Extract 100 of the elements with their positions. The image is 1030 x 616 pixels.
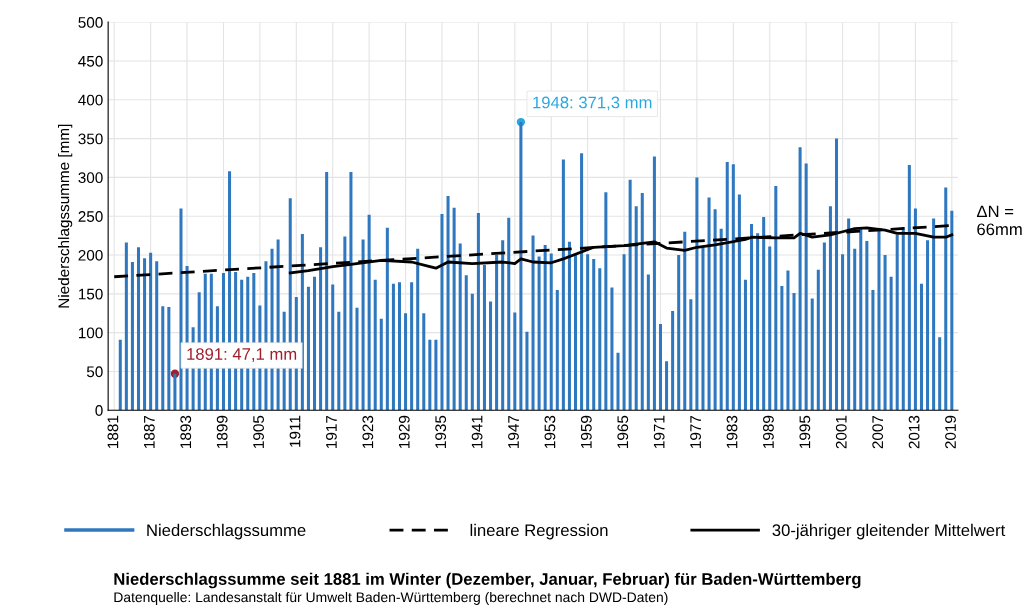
bar: [938, 337, 942, 411]
bar: [689, 299, 693, 411]
bar: [161, 306, 165, 411]
x-tick-label: 1953: [544, 415, 556, 448]
x-tick-label: 1977: [690, 415, 702, 448]
bar: [774, 185, 778, 411]
bar: [525, 331, 529, 411]
bar: [501, 240, 505, 411]
x-tick-label: 1911: [289, 415, 301, 447]
bar: [124, 242, 128, 411]
x-tick-label: 1971: [653, 415, 665, 448]
bar: [658, 324, 662, 411]
bar: [404, 313, 408, 411]
y-tick-label: 50: [86, 366, 103, 378]
bar: [319, 247, 323, 411]
x-tick-label: 2007: [872, 415, 884, 449]
bar: [895, 234, 899, 411]
bar: [331, 284, 335, 411]
bar: [513, 312, 517, 411]
bar: [944, 187, 948, 411]
bar: [646, 274, 650, 411]
bar: [677, 255, 681, 411]
bar: [434, 339, 438, 411]
bar: [834, 138, 839, 411]
x-tick-label: 1887: [143, 415, 155, 448]
bar: [616, 352, 620, 411]
bar: [841, 254, 845, 411]
bar: [865, 241, 869, 411]
bar: [762, 216, 766, 411]
bar: [859, 227, 863, 411]
bar: [355, 307, 359, 411]
bar: [543, 244, 547, 411]
bar: [792, 293, 796, 411]
bar: [913, 208, 917, 411]
annotation: 1948: 371,3 mm: [533, 96, 652, 111]
bar: [149, 252, 153, 411]
x-tick-label: 1965: [617, 415, 629, 448]
bar: [798, 147, 802, 411]
y-axis-title: Niederschlagssumme [mm]: [58, 124, 73, 308]
y-tick-label: 500: [78, 17, 103, 28]
x-tick-label: 1935: [435, 415, 447, 448]
x-tick-label: 1893: [180, 415, 192, 448]
bar: [828, 206, 832, 411]
bar: [306, 286, 310, 411]
bar: [476, 213, 480, 411]
text: Niederschlagssumme seit 1881 im Winter (Dezember, Januar, Februar) für Baden-Württemberg: [114, 572, 861, 589]
bar: [634, 206, 638, 411]
bar: [337, 311, 341, 411]
bar: [932, 218, 936, 411]
bar: [167, 307, 171, 411]
bar: [816, 269, 820, 411]
bar: [173, 373, 177, 411]
bar: [622, 254, 626, 411]
x-tick-label: 1995: [799, 415, 811, 448]
x-tick-label: 2019: [945, 415, 956, 449]
bar: [155, 261, 159, 411]
bar: [507, 217, 511, 411]
bar: [919, 283, 923, 411]
bar: [683, 231, 687, 411]
bar: [136, 247, 141, 411]
y-tick-label: 400: [78, 94, 103, 106]
bar: [458, 243, 462, 411]
legend-label: Niederschlagssumme: [147, 523, 306, 540]
y-tick-label: 200: [78, 249, 103, 261]
y-tick-label: 300: [78, 172, 103, 184]
bar: [561, 159, 565, 411]
x-tick-label: 1929: [398, 415, 410, 448]
x-tick-label: 1947: [508, 415, 519, 448]
y-tick-label: 0: [95, 405, 103, 416]
bar: [440, 213, 444, 411]
bar: [883, 255, 887, 411]
y-tick-label: 450: [78, 55, 103, 67]
bar: [804, 163, 808, 411]
bar: [130, 262, 134, 411]
bar: [489, 301, 493, 411]
bar: [495, 255, 499, 411]
bar: [725, 161, 729, 411]
bar: [574, 255, 578, 411]
bar: [877, 228, 881, 411]
x-tick-label: 1881: [107, 415, 119, 448]
y-tick-label: 150: [78, 288, 103, 300]
y-tick-label: 250: [78, 211, 103, 222]
x-tick-label: 2001: [835, 415, 847, 449]
bar: [325, 171, 329, 411]
bar: [901, 227, 905, 411]
bar: [416, 248, 420, 411]
bar: [422, 313, 426, 411]
legend-label: 30-jähriger gleitender Mittelwert: [772, 523, 1006, 540]
x-tick-label: 1905: [253, 415, 264, 448]
bar: [768, 246, 772, 411]
bar: [537, 256, 541, 411]
bar: [750, 223, 754, 411]
text: ΔN = 66mm: [976, 205, 1022, 236]
bar: [853, 248, 857, 411]
bar: [889, 276, 893, 411]
bar: [549, 253, 553, 411]
y-tick-label: 350: [78, 133, 103, 145]
bar: [707, 197, 711, 411]
bar: [695, 177, 699, 411]
x-tick-label: 1989: [763, 415, 774, 448]
